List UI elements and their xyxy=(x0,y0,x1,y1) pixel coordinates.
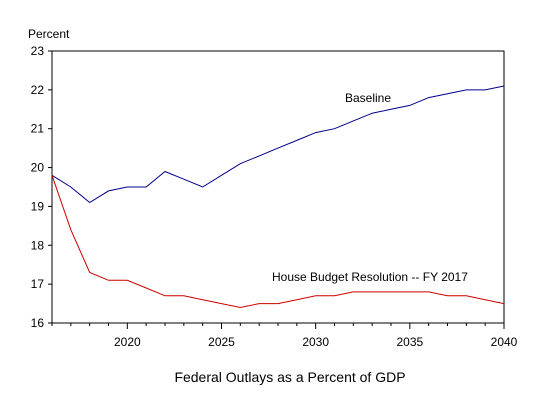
series-line-baseline xyxy=(51,85,505,204)
x-tick-label: 2035 xyxy=(396,335,423,349)
x-tick-label: 2030 xyxy=(302,335,329,349)
y-axis-label: Percent xyxy=(28,27,70,41)
x-axis: 2020 2025 2030 2035 2040 xyxy=(51,323,518,349)
x-tick-label: 2025 xyxy=(208,335,235,349)
x-axis-label: Federal Outlays as a Percent of GDP xyxy=(174,369,405,385)
y-tick-label: 19 xyxy=(31,199,45,213)
series-label-house-budget: House Budget Resolution -- FY 2017 xyxy=(272,270,468,284)
series-label-baseline: Baseline xyxy=(345,91,391,105)
y-axis: 16 17 18 19 20 21 22 23 xyxy=(31,44,52,330)
y-tick-label: 17 xyxy=(31,277,45,291)
y-tick-label: 18 xyxy=(31,238,45,252)
series-lines xyxy=(51,85,505,309)
x-tick-label: 2040 xyxy=(491,335,518,349)
x-tick-label: 2020 xyxy=(114,335,141,349)
y-tick-label: 21 xyxy=(31,122,45,136)
series-line-house-budget xyxy=(51,175,505,309)
y-tick-label: 22 xyxy=(31,83,45,97)
y-tick-label: 23 xyxy=(31,44,45,58)
y-tick-label: 16 xyxy=(31,316,45,330)
y-tick-label: 20 xyxy=(31,161,45,175)
